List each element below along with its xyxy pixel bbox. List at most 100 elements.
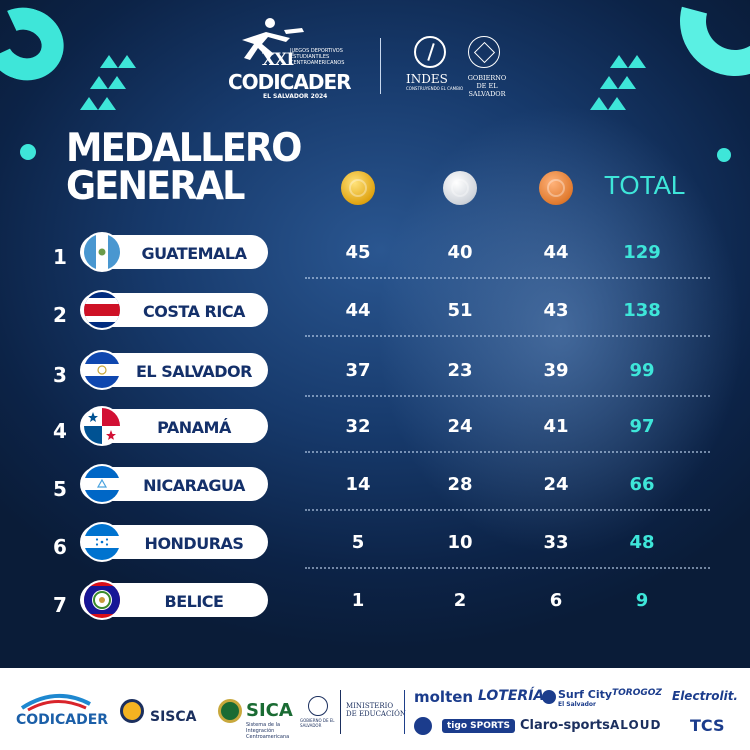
decorative-triangle (90, 76, 108, 89)
codicader-athlete-logo-icon (242, 18, 304, 60)
honduras-flag-icon (82, 522, 122, 562)
decorative-triangle (628, 55, 646, 68)
row-separator (305, 277, 710, 279)
logo-subtitle: JUEGOS DEPORTIVOS ESTUDIANTILES CENTROAM… (290, 48, 345, 66)
rank: 6 (53, 535, 67, 559)
total-count: 66 (629, 474, 655, 495)
footer-molten: molten (414, 688, 474, 706)
rank: 2 (53, 303, 67, 327)
decorative-ring-top-left (0, 0, 74, 92)
surf-city-logo-icon (542, 690, 556, 704)
sisca-logo-icon (120, 699, 144, 723)
table-row: 5 NICARAGUA 14 28 24 66 (0, 464, 750, 514)
footer-loteria: LOTERÍA (478, 688, 545, 704)
government-name: GOBIERNO DE EL SALVADOR (467, 74, 507, 98)
silver-count: 28 (447, 474, 473, 495)
gold-count: 1 (351, 590, 365, 611)
gold-count: 5 (351, 532, 365, 553)
sica-logo-icon (218, 699, 242, 723)
decorative-triangle (108, 76, 126, 89)
bronze-medal-icon (539, 171, 573, 205)
decorative-triangle (618, 76, 636, 89)
bronze-count: 24 (543, 474, 569, 495)
decorative-triangle (100, 55, 118, 68)
channel-19-logo-icon (414, 717, 432, 735)
logo-location: EL SALVADOR 2024 (263, 93, 328, 100)
rank: 7 (53, 593, 67, 617)
table-row: 4 PANAMÁ 32 24 41 97 (0, 406, 750, 456)
country-name: GUATEMALA (141, 244, 248, 263)
indes-logo-icon (414, 36, 446, 68)
government-seal-small-icon (308, 696, 328, 716)
footer-sica-subtitle: Sistema de la Integración Centroamerican… (246, 722, 290, 740)
rank: 4 (53, 419, 67, 443)
page-title: MEDALLERO GENERAL (66, 126, 302, 209)
total-column-header: TOTAL (604, 170, 686, 200)
footer-sica: SICA (246, 700, 293, 721)
costa-rica-flag-icon (82, 290, 122, 330)
gold-count: 32 (345, 416, 371, 437)
silver-count: 2 (453, 590, 467, 611)
decorative-triangle (98, 97, 116, 110)
bronze-count: 44 (543, 242, 569, 263)
decorative-triangle (600, 76, 618, 89)
country-name: HONDURAS (144, 534, 244, 553)
bronze-count: 39 (543, 360, 569, 381)
belize-flag-icon (82, 580, 122, 620)
row-separator (305, 509, 710, 511)
indes-name: INDES (406, 72, 448, 86)
footer-tcs: TCS (690, 716, 725, 735)
silver-count: 40 (447, 242, 473, 263)
footer-gobierno: GOBIERNO DE EL SALVADOR (300, 718, 335, 728)
gold-count: 14 (345, 474, 371, 495)
gold-medal-icon (341, 171, 375, 205)
country-name: PANAMÁ (157, 418, 231, 437)
title-line-1: MEDALLERO (66, 126, 302, 171)
row-separator (305, 451, 710, 453)
decorative-ring-top-right (659, 0, 750, 97)
footer-surfcity: Surf City (558, 688, 613, 701)
total-count: 138 (623, 300, 661, 321)
guatemala-flag-icon (82, 232, 122, 272)
table-row: 1 GUATEMALA 45 40 44 129 (0, 232, 750, 282)
decorative-triangle (80, 97, 98, 110)
gold-count: 37 (345, 360, 371, 381)
government-seal-icon (468, 36, 500, 68)
el-salvador-flag-icon (82, 350, 122, 390)
total-count: 129 (623, 242, 661, 263)
country-name: EL SALVADOR (136, 362, 252, 381)
decorative-triangle (610, 55, 628, 68)
total-count: 97 (629, 416, 655, 437)
silver-count: 10 (447, 532, 473, 553)
country-name: BELICE (164, 592, 224, 611)
decorative-dot (20, 144, 36, 160)
total-count: 99 (629, 360, 655, 381)
footer-ministerio: MINISTERIO DE EDUCACIÓN (346, 702, 406, 718)
rank: 3 (53, 363, 67, 387)
table-row: 7 BELICE 1 2 6 9 (0, 580, 750, 630)
silver-medal-icon (443, 171, 477, 205)
title-line-2: GENERAL (66, 164, 246, 209)
footer-tigo: tigo SPORTS (442, 719, 516, 733)
bronze-count: 33 (543, 532, 569, 553)
country-name: COSTA RICA (143, 302, 245, 321)
gold-count: 44 (345, 300, 371, 321)
nicaragua-flag-icon (82, 464, 122, 504)
bronze-count: 6 (549, 590, 563, 611)
header-divider (380, 38, 381, 94)
footer-sisca: SISCA (150, 709, 197, 725)
table-row: 2 COSTA RICA 44 51 43 138 (0, 290, 750, 340)
decorative-dot (717, 148, 731, 162)
footer-divider (340, 690, 341, 734)
footer-electrolit: Electrolit. (672, 689, 738, 703)
row-separator (305, 567, 710, 569)
total-count: 48 (629, 532, 655, 553)
row-separator (305, 395, 710, 397)
gold-count: 45 (345, 242, 371, 263)
codicader-swoosh-icon (20, 693, 91, 712)
country-name: NICARAGUA (143, 476, 245, 495)
table-row: 6 HONDURAS 5 10 33 48 (0, 522, 750, 572)
row-separator (305, 335, 710, 337)
bronze-count: 43 (543, 300, 569, 321)
